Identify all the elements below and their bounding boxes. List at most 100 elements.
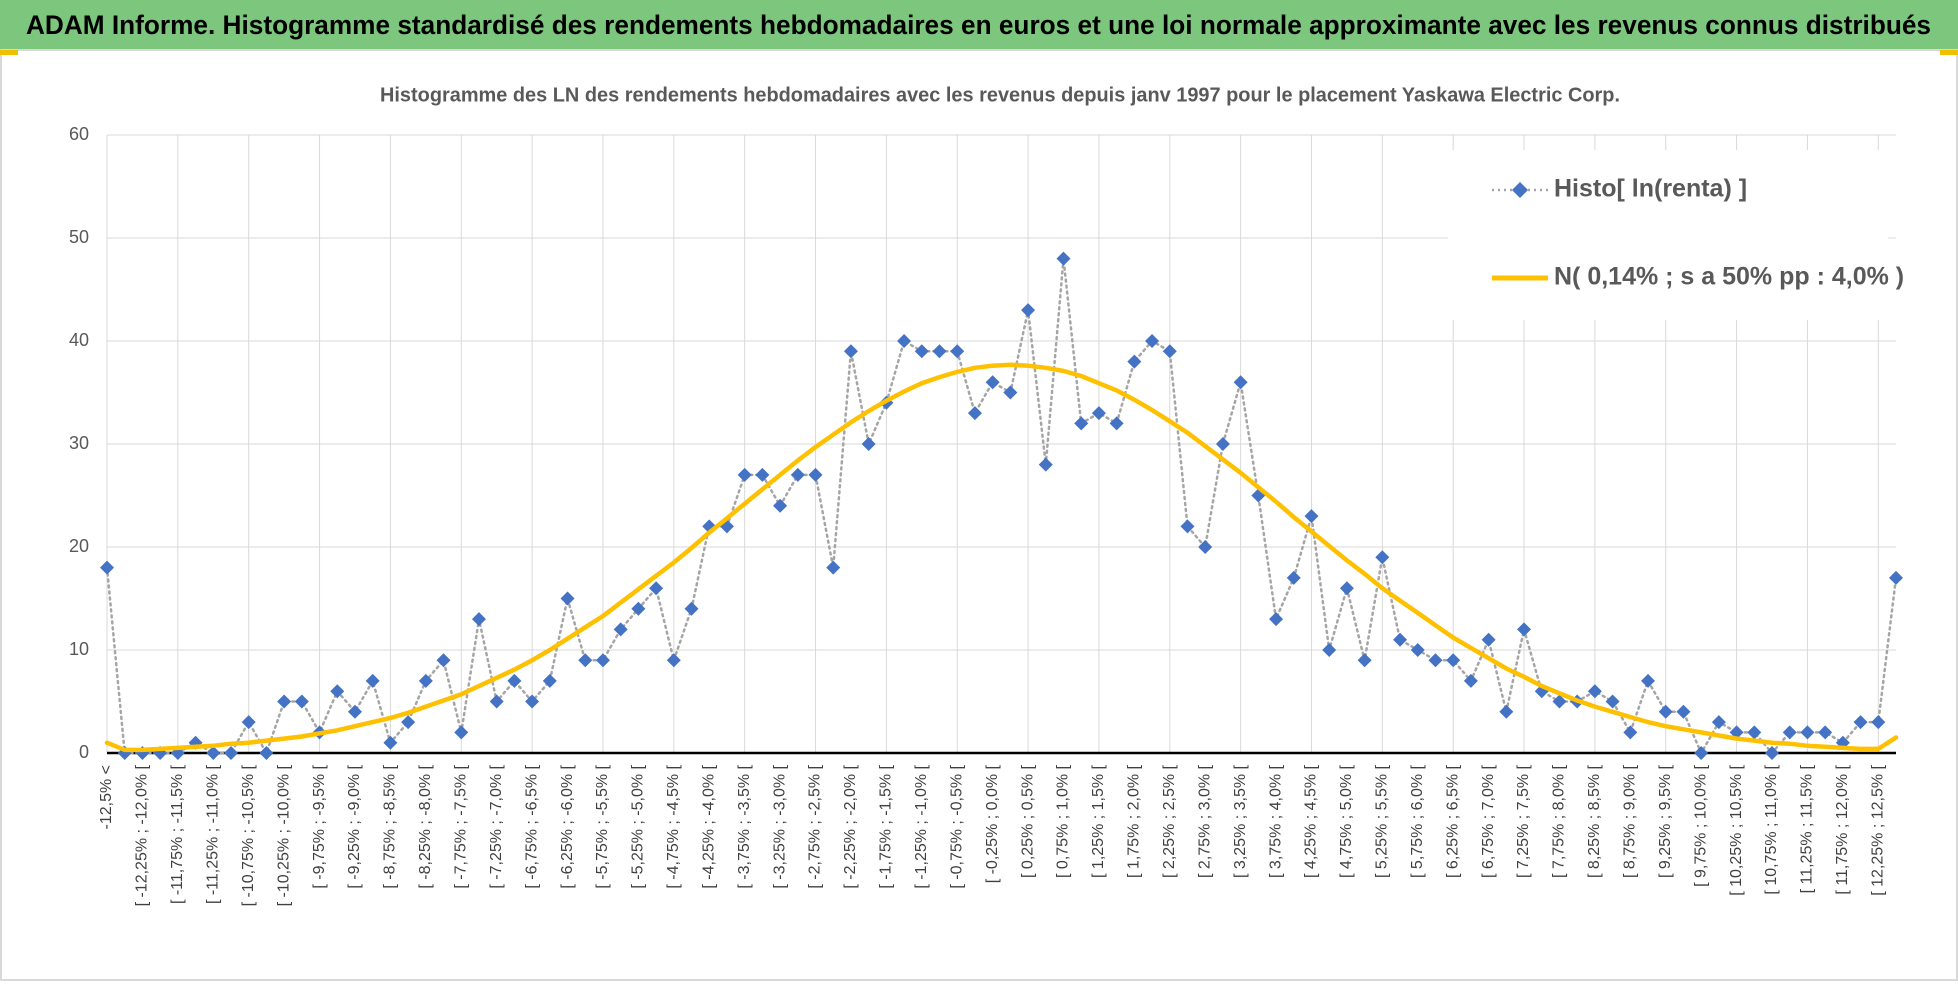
x-tick-label: [ 7,25% ; 7,5% [ <box>1515 764 1532 878</box>
x-tick-label: [ -9,75% ; -9,5% [ <box>311 764 328 888</box>
data-point <box>1215 437 1230 451</box>
x-tick-label: [ 8,75% ; 9,0% [ <box>1622 764 1639 878</box>
x-tick-label: [ 12,25% ; 12,5% [ <box>1870 764 1887 895</box>
x-tick-label: [ -4,75% ; -4,5% [ <box>665 764 682 888</box>
data-point <box>330 684 345 699</box>
data-point <box>649 581 664 596</box>
legend-label: N( 0,14% ; s a 50% pp : 4,0% ) <box>1554 263 1904 291</box>
data-point <box>1304 509 1319 524</box>
x-tick-label: [ -0,25% ; 0,0% [ <box>984 764 1001 883</box>
data-point <box>1818 725 1833 740</box>
data-point <box>861 437 876 451</box>
y-tick-label: 30 <box>69 433 89 453</box>
data-point <box>595 653 610 668</box>
data-point <box>418 673 433 688</box>
data-point <box>613 622 628 637</box>
x-tick-label: [ -10,25% ; -10,0% [ <box>275 764 292 906</box>
x-tick-label: [ 0,75% ; 1,0% [ <box>1055 764 1072 878</box>
data-point <box>1286 570 1301 585</box>
data-point <box>1375 550 1390 565</box>
x-tick-label: [ 5,25% ; 5,5% [ <box>1374 764 1391 878</box>
data-point <box>241 715 256 730</box>
data-point <box>1711 715 1726 730</box>
data-point <box>1623 725 1638 740</box>
x-tick-label: [ -1,25% ; -1,0% [ <box>913 764 930 888</box>
x-tick-label: [ 6,75% ; 7,0% [ <box>1480 764 1497 878</box>
legend-marker <box>1512 182 1528 198</box>
x-tick-label: [ 2,25% ; 2,5% [ <box>1161 764 1178 878</box>
x-tick-label: [ -6,75% ; -6,5% [ <box>523 764 540 888</box>
data-point <box>1109 416 1124 431</box>
x-tick-label: [ 3,25% ; 3,5% [ <box>1232 764 1249 878</box>
x-tick-label: [ -4,25% ; -4,0% [ <box>700 764 717 888</box>
data-point <box>294 694 309 709</box>
data-point <box>1428 653 1443 668</box>
data-point <box>223 746 238 760</box>
data-point <box>1605 694 1620 709</box>
y-tick-label: 10 <box>69 639 89 659</box>
x-tick-label: [ -12,25% ; -12,0% [ <box>134 764 151 906</box>
data-point <box>1127 354 1142 369</box>
data-point <box>1889 570 1903 585</box>
x-tick-label: [ 2,75% ; 3,0% [ <box>1196 764 1213 878</box>
data-point <box>277 694 292 709</box>
x-tick-label: [ -3,75% ; -3,5% [ <box>736 764 753 888</box>
x-tick-label: [ -11,25% ; -11,0% [ <box>204 764 221 904</box>
data-point <box>1091 406 1106 421</box>
data-point <box>1180 519 1195 534</box>
data-point <box>967 406 982 421</box>
data-point <box>1481 632 1496 647</box>
data-point <box>1357 653 1372 668</box>
data-point <box>1269 612 1284 627</box>
data-point <box>1463 673 1478 688</box>
data-point <box>259 746 274 760</box>
x-tick-label: [ -8,25% ; -8,0% [ <box>417 764 434 888</box>
x-tick-label: [ 3,75% ; 4,0% [ <box>1267 764 1284 878</box>
data-point <box>436 653 451 668</box>
x-tick-label: [ 10,75% ; 11,0% [ <box>1763 764 1780 894</box>
corner-mark <box>0 50 18 55</box>
data-point <box>1517 622 1532 637</box>
data-point <box>1658 704 1673 719</box>
data-point <box>1782 725 1797 740</box>
data-point <box>1198 540 1213 554</box>
header-bar <box>0 0 1958 50</box>
data-point <box>1233 375 1248 390</box>
x-tick-label: [ 11,75% ; 12,0% [ <box>1834 764 1851 894</box>
x-tick-label: [ -1,75% ; -1,5% [ <box>878 764 895 888</box>
data-point <box>808 467 823 482</box>
data-point <box>843 344 858 359</box>
x-tick-label: [ 0,25% ; 0,5% [ <box>1019 764 1036 878</box>
data-point <box>1499 704 1514 719</box>
data-point <box>631 601 646 616</box>
data-point <box>525 694 540 709</box>
data-point <box>1145 334 1160 348</box>
data-point <box>737 467 752 482</box>
data-point <box>1694 746 1709 760</box>
x-tick-label: [ 9,25% ; 9,5% [ <box>1657 764 1674 878</box>
data-point <box>100 560 114 575</box>
data-point <box>684 601 699 616</box>
data-point <box>401 715 416 730</box>
x-tick-label: [ -0,75% ; -0,5% [ <box>948 764 965 888</box>
data-point <box>932 344 947 359</box>
data-point <box>1021 303 1036 318</box>
x-tick-label: [ 10,25% ; 10,5% [ <box>1728 764 1745 895</box>
data-point <box>560 591 575 606</box>
data-point <box>1587 684 1602 699</box>
x-tick-label: [ 1,75% ; 2,0% [ <box>1126 764 1143 878</box>
y-tick-label: 60 <box>69 124 89 144</box>
data-point <box>1410 643 1425 657</box>
data-point <box>1322 643 1337 657</box>
data-point <box>755 467 770 482</box>
y-tick-label: 20 <box>69 536 89 556</box>
data-point <box>542 673 557 688</box>
data-point <box>1003 385 1018 400</box>
data-point <box>773 498 788 513</box>
x-tick-label: [ -7,75% ; -7,5% [ <box>452 764 469 888</box>
data-point <box>1339 581 1354 596</box>
x-tick-label: [ 8,25% ; 8,5% [ <box>1586 764 1603 878</box>
data-point <box>1552 694 1567 709</box>
x-tick-label: [ -6,25% ; -6,0% [ <box>559 764 576 888</box>
data-point <box>914 344 929 359</box>
